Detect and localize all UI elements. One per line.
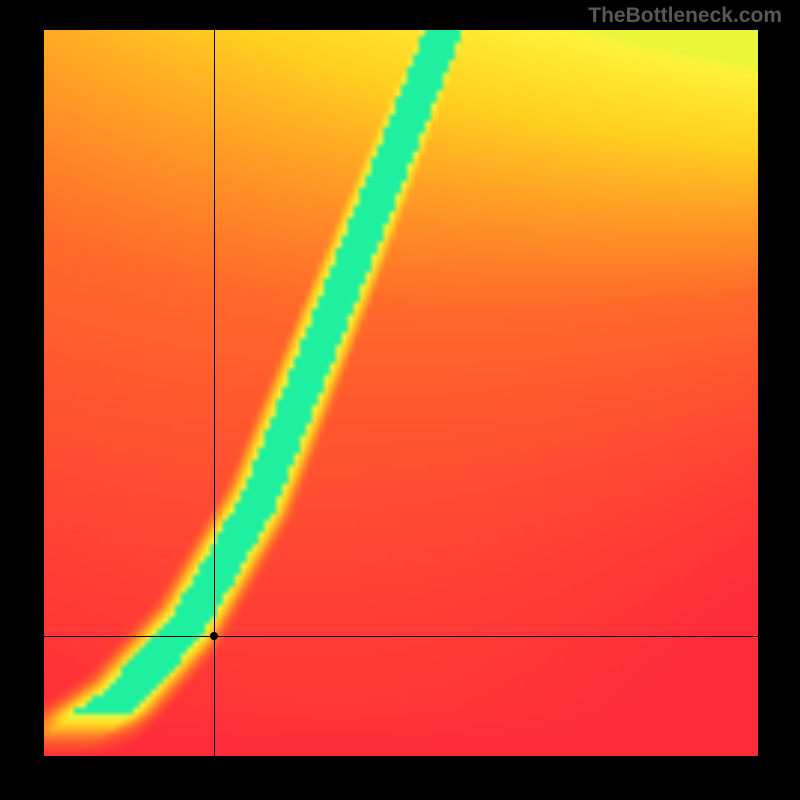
heatmap-canvas [44, 30, 758, 756]
crosshair-vertical [214, 30, 215, 756]
marker-point [210, 632, 218, 640]
crosshair-horizontal [44, 636, 758, 637]
heatmap-plot [44, 30, 758, 756]
watermark-text: TheBottleneck.com [588, 4, 782, 28]
